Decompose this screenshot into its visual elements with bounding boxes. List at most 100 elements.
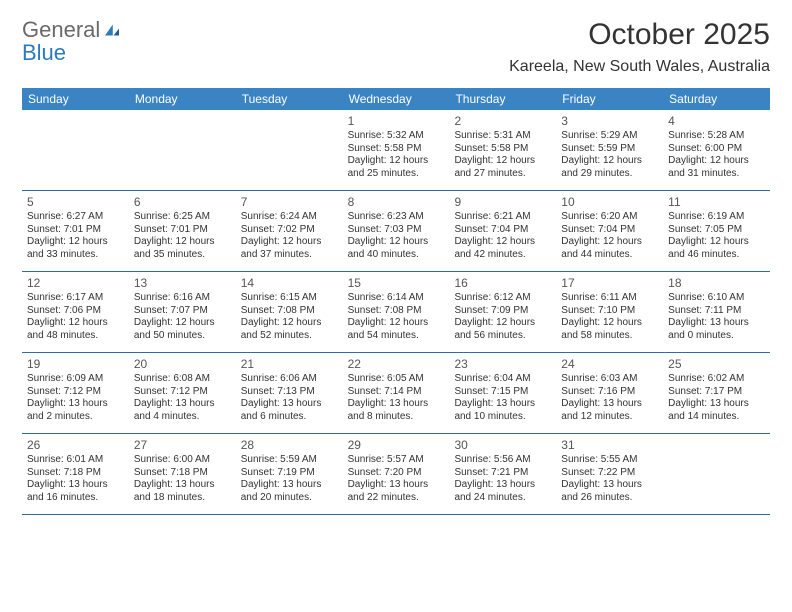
day-cell: 7Sunrise: 6:24 AMSunset: 7:02 PMDaylight… [236, 191, 343, 271]
day-cell: 22Sunrise: 6:05 AMSunset: 7:14 PMDayligh… [343, 353, 450, 433]
day-cell: 28Sunrise: 5:59 AMSunset: 7:19 PMDayligh… [236, 434, 343, 514]
daylight-text: Daylight: 13 hours and 10 minutes. [454, 398, 551, 423]
day-cell: 23Sunrise: 6:04 AMSunset: 7:15 PMDayligh… [449, 353, 556, 433]
sunrise-text: Sunrise: 5:56 AM [454, 454, 551, 467]
sunrise-text: Sunrise: 5:29 AM [561, 130, 658, 143]
day-number: 27 [134, 438, 231, 452]
daylight-text: Daylight: 13 hours and 8 minutes. [348, 398, 445, 423]
weekday-sunday: Sunday [22, 88, 129, 110]
day-cell: 15Sunrise: 6:14 AMSunset: 7:08 PMDayligh… [343, 272, 450, 352]
sunrise-text: Sunrise: 6:20 AM [561, 211, 658, 224]
title-block: October 2025 Kareela, New South Wales, A… [509, 18, 770, 76]
day-number: 13 [134, 276, 231, 290]
day-cell: 26Sunrise: 6:01 AMSunset: 7:18 PMDayligh… [22, 434, 129, 514]
sunrise-text: Sunrise: 6:05 AM [348, 373, 445, 386]
sunset-text: Sunset: 7:14 PM [348, 386, 445, 399]
day-cell: 4Sunrise: 5:28 AMSunset: 6:00 PMDaylight… [663, 110, 770, 190]
day-cell: 17Sunrise: 6:11 AMSunset: 7:10 PMDayligh… [556, 272, 663, 352]
day-number: 4 [668, 114, 765, 128]
sunrise-text: Sunrise: 6:25 AM [134, 211, 231, 224]
sunrise-text: Sunrise: 6:24 AM [241, 211, 338, 224]
sunrise-text: Sunrise: 6:06 AM [241, 373, 338, 386]
day-number: 29 [348, 438, 445, 452]
day-number: 25 [668, 357, 765, 371]
day-number: 30 [454, 438, 551, 452]
calendar: Sunday Monday Tuesday Wednesday Thursday… [22, 88, 770, 515]
daylight-text: Daylight: 13 hours and 16 minutes. [27, 479, 124, 504]
day-cell: 2Sunrise: 5:31 AMSunset: 5:58 PMDaylight… [449, 110, 556, 190]
day-number: 14 [241, 276, 338, 290]
sunrise-text: Sunrise: 6:23 AM [348, 211, 445, 224]
sunrise-text: Sunrise: 5:28 AM [668, 130, 765, 143]
sunset-text: Sunset: 7:19 PM [241, 467, 338, 480]
sunrise-text: Sunrise: 5:32 AM [348, 130, 445, 143]
daylight-text: Daylight: 13 hours and 24 minutes. [454, 479, 551, 504]
day-number: 21 [241, 357, 338, 371]
sunrise-text: Sunrise: 6:16 AM [134, 292, 231, 305]
weekday-header-row: Sunday Monday Tuesday Wednesday Thursday… [22, 88, 770, 110]
sunrise-text: Sunrise: 6:01 AM [27, 454, 124, 467]
daylight-text: Daylight: 12 hours and 52 minutes. [241, 317, 338, 342]
day-cell: 11Sunrise: 6:19 AMSunset: 7:05 PMDayligh… [663, 191, 770, 271]
sunrise-text: Sunrise: 6:04 AM [454, 373, 551, 386]
sunset-text: Sunset: 7:13 PM [241, 386, 338, 399]
day-number: 20 [134, 357, 231, 371]
day-cell: 13Sunrise: 6:16 AMSunset: 7:07 PMDayligh… [129, 272, 236, 352]
day-number: 18 [668, 276, 765, 290]
daylight-text: Daylight: 12 hours and 58 minutes. [561, 317, 658, 342]
sunset-text: Sunset: 7:08 PM [241, 305, 338, 318]
month-title: October 2025 [509, 18, 770, 52]
sunset-text: Sunset: 7:06 PM [27, 305, 124, 318]
sunrise-text: Sunrise: 6:11 AM [561, 292, 658, 305]
daylight-text: Daylight: 13 hours and 22 minutes. [348, 479, 445, 504]
day-number: 7 [241, 195, 338, 209]
day-cell: 30Sunrise: 5:56 AMSunset: 7:21 PMDayligh… [449, 434, 556, 514]
sunset-text: Sunset: 7:12 PM [27, 386, 124, 399]
day-number: 10 [561, 195, 658, 209]
sunrise-text: Sunrise: 6:17 AM [27, 292, 124, 305]
sunrise-text: Sunrise: 6:02 AM [668, 373, 765, 386]
day-cell [22, 110, 129, 190]
sunset-text: Sunset: 7:04 PM [454, 224, 551, 237]
day-cell [236, 110, 343, 190]
sunset-text: Sunset: 7:03 PM [348, 224, 445, 237]
day-cell: 31Sunrise: 5:55 AMSunset: 7:22 PMDayligh… [556, 434, 663, 514]
sunset-text: Sunset: 7:05 PM [668, 224, 765, 237]
sunrise-text: Sunrise: 5:57 AM [348, 454, 445, 467]
day-number: 24 [561, 357, 658, 371]
sunrise-text: Sunrise: 6:15 AM [241, 292, 338, 305]
day-cell: 29Sunrise: 5:57 AMSunset: 7:20 PMDayligh… [343, 434, 450, 514]
weekday-wednesday: Wednesday [343, 88, 450, 110]
day-cell: 27Sunrise: 6:00 AMSunset: 7:18 PMDayligh… [129, 434, 236, 514]
day-cell: 19Sunrise: 6:09 AMSunset: 7:12 PMDayligh… [22, 353, 129, 433]
sunrise-text: Sunrise: 6:09 AM [27, 373, 124, 386]
sunset-text: Sunset: 7:18 PM [134, 467, 231, 480]
daylight-text: Daylight: 12 hours and 27 minutes. [454, 155, 551, 180]
day-cell: 9Sunrise: 6:21 AMSunset: 7:04 PMDaylight… [449, 191, 556, 271]
sunset-text: Sunset: 7:04 PM [561, 224, 658, 237]
sunset-text: Sunset: 6:00 PM [668, 143, 765, 156]
daylight-text: Daylight: 13 hours and 0 minutes. [668, 317, 765, 342]
daylight-text: Daylight: 12 hours and 33 minutes. [27, 236, 124, 261]
weekday-friday: Friday [556, 88, 663, 110]
sunset-text: Sunset: 7:09 PM [454, 305, 551, 318]
daylight-text: Daylight: 12 hours and 25 minutes. [348, 155, 445, 180]
sunset-text: Sunset: 7:12 PM [134, 386, 231, 399]
sunset-text: Sunset: 7:18 PM [27, 467, 124, 480]
sunset-text: Sunset: 7:16 PM [561, 386, 658, 399]
daylight-text: Daylight: 12 hours and 50 minutes. [134, 317, 231, 342]
daylight-text: Daylight: 12 hours and 54 minutes. [348, 317, 445, 342]
daylight-text: Daylight: 12 hours and 40 minutes. [348, 236, 445, 261]
weekday-thursday: Thursday [449, 88, 556, 110]
daylight-text: Daylight: 12 hours and 48 minutes. [27, 317, 124, 342]
sunset-text: Sunset: 5:59 PM [561, 143, 658, 156]
day-number: 31 [561, 438, 658, 452]
day-cell: 12Sunrise: 6:17 AMSunset: 7:06 PMDayligh… [22, 272, 129, 352]
day-cell: 6Sunrise: 6:25 AMSunset: 7:01 PMDaylight… [129, 191, 236, 271]
sunset-text: Sunset: 5:58 PM [454, 143, 551, 156]
sunset-text: Sunset: 5:58 PM [348, 143, 445, 156]
daylight-text: Daylight: 13 hours and 26 minutes. [561, 479, 658, 504]
sunset-text: Sunset: 7:22 PM [561, 467, 658, 480]
daylight-text: Daylight: 12 hours and 42 minutes. [454, 236, 551, 261]
week-row: 5Sunrise: 6:27 AMSunset: 7:01 PMDaylight… [22, 191, 770, 272]
